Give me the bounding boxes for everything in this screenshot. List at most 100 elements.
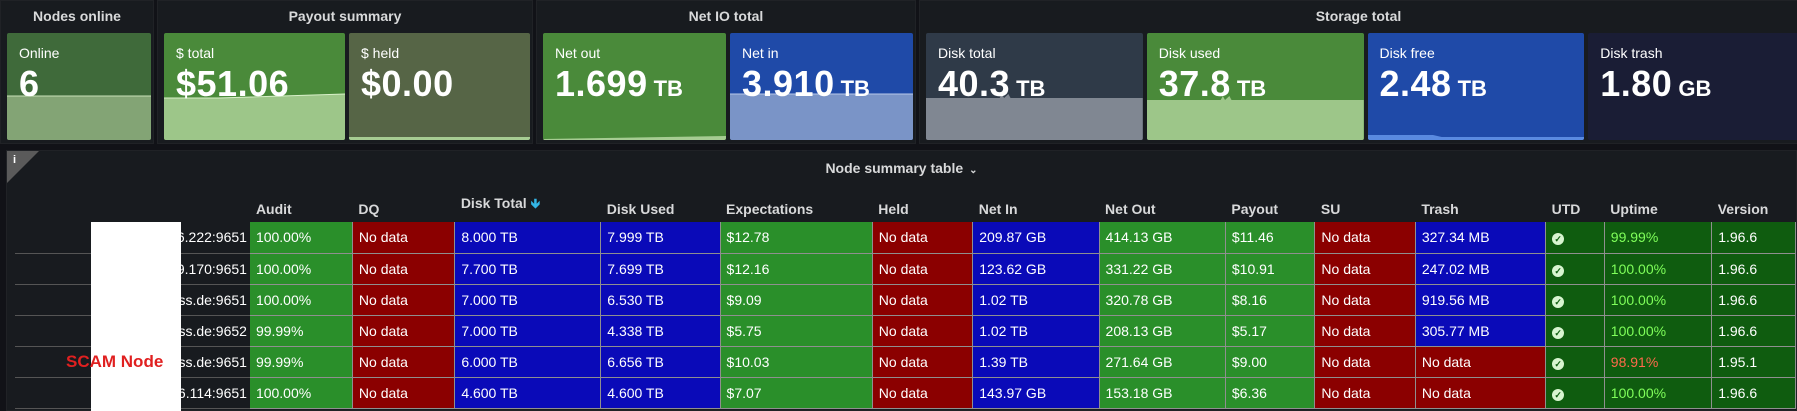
cell-expectations: $5.75 xyxy=(720,315,873,347)
cell-disk-total: 7.700 TB xyxy=(454,253,602,285)
cell-payout: $10.91 xyxy=(1225,253,1316,285)
column-header-disk-used[interactable]: Disk Used xyxy=(606,201,675,217)
tile-disk-used[interactable]: Disk used 37.8 TB xyxy=(1146,33,1364,140)
check-circle-icon: ✓ xyxy=(1552,326,1565,339)
column-header-dq[interactable]: DQ xyxy=(358,201,380,217)
tile-value: 3.910 TB xyxy=(742,63,870,104)
table-header-row: Audit DQ Disk Total 🡻 Disk Used Expectati… xyxy=(15,195,1796,222)
node-summary-table: Audit DQ Disk Total 🡻 Disk Used Expectati… xyxy=(15,195,1796,409)
tile-label: Online xyxy=(19,45,60,61)
cell-held: No data xyxy=(872,253,974,285)
cell-audit: 99.99% xyxy=(249,346,353,378)
tile-label: Disk free xyxy=(1379,45,1435,61)
cell-trash: 305.77 MB xyxy=(1415,315,1547,347)
sparkline xyxy=(730,93,913,140)
tile-value: $51.06 xyxy=(176,63,290,104)
cell-dq: No data xyxy=(352,222,456,254)
cell-disk-used: 6.656 TB xyxy=(600,346,721,378)
cell-uptime: 99.99% xyxy=(1604,222,1713,254)
cell-audit: 99.99% xyxy=(249,315,353,347)
tile-total-payout[interactable]: $ total $51.06 xyxy=(164,33,345,140)
cell-net-out: 331.22 GB xyxy=(1099,253,1226,285)
sparkline xyxy=(1146,96,1364,140)
arrow-down-icon: 🡻 xyxy=(530,196,541,211)
table-row[interactable]: ss.de:9651 99.99% No data 6.000 TB 6.656… xyxy=(15,346,1796,378)
cell-version: 1.95.1 xyxy=(1711,346,1796,378)
tile-disk-total[interactable]: Disk total 40.3 TB xyxy=(926,33,1143,140)
column-header-node[interactable] xyxy=(15,195,250,222)
column-header-net-out[interactable]: Net Out xyxy=(1105,201,1156,217)
column-header-audit[interactable]: Audit xyxy=(255,201,292,217)
cell-dq: No data xyxy=(352,377,456,409)
info-icon[interactable]: i xyxy=(13,154,17,166)
column-header-version[interactable]: Version xyxy=(1717,201,1769,217)
cell-net-out: 320.78 GB xyxy=(1099,284,1226,316)
tile-value: 6 xyxy=(19,63,40,104)
tile-online[interactable]: Online 6 xyxy=(7,33,151,140)
tile-net-in[interactable]: Net in 3.910 TB xyxy=(730,33,913,140)
check-circle-icon: ✓ xyxy=(1552,233,1565,246)
cell-trash: No data xyxy=(1415,377,1547,409)
cell-payout: $9.00 xyxy=(1225,346,1316,378)
redaction-box xyxy=(91,222,181,411)
column-header-net-in[interactable]: Net In xyxy=(978,201,1018,217)
cell-trash: No data xyxy=(1415,346,1547,378)
column-header-payout[interactable]: Payout xyxy=(1231,201,1279,217)
cell-net-out: 414.13 GB xyxy=(1099,222,1226,254)
panel-payout-summary: Payout summary $ total $51.06 $ held $0.… xyxy=(157,0,533,144)
cell-net-in: 123.62 GB xyxy=(972,253,1100,285)
cell-net-in: 1.02 TB xyxy=(972,284,1100,316)
cell-expectations: $7.07 xyxy=(720,377,873,409)
tile-label: Disk total xyxy=(938,45,996,61)
tile-value: 37.8 TB xyxy=(1158,63,1267,104)
cell-trash: 919.56 MB xyxy=(1415,284,1547,316)
cell-utd: ✓ xyxy=(1545,377,1605,409)
column-header-trash[interactable]: Trash xyxy=(1421,201,1459,217)
table-row[interactable]: ss.de:9652 99.99% No data 7.000 TB 4.338… xyxy=(15,315,1796,347)
table-row[interactable]: 9.170:9651 100.00% No data 7.700 TB 7.69… xyxy=(15,253,1796,285)
tile-label: Net in xyxy=(742,45,779,61)
check-circle-icon: ✓ xyxy=(1552,388,1565,401)
cell-disk-used: 7.999 TB xyxy=(600,222,721,254)
cell-uptime: 100.00% xyxy=(1604,377,1713,409)
cell-version: 1.96.6 xyxy=(1711,377,1796,409)
cell-dq: No data xyxy=(352,346,456,378)
panel-title[interactable]: Node summary table ⌄ xyxy=(825,160,978,176)
column-header-expectations[interactable]: Expectations xyxy=(726,201,814,217)
column-header-su[interactable]: SU xyxy=(1320,201,1341,217)
column-header-held[interactable]: Held xyxy=(878,201,909,217)
table-row[interactable]: 6.222:9651 100.00% No data 8.000 TB 7.99… xyxy=(15,222,1796,254)
panel-title[interactable]: Nodes online xyxy=(33,8,121,24)
cell-uptime: 100.00% xyxy=(1604,253,1713,285)
cell-disk-total: 8.000 TB xyxy=(454,222,602,254)
panel-storage-total: Storage total Disk total 40.3 TB Disk use… xyxy=(919,0,1797,144)
column-header-disk-total[interactable]: Disk Total 🡻 xyxy=(460,195,541,211)
cell-su: No data xyxy=(1314,253,1416,285)
cell-held: No data xyxy=(872,222,974,254)
cell-expectations: $12.78 xyxy=(720,222,873,254)
column-header-uptime[interactable]: Uptime xyxy=(1610,201,1658,217)
chevron-down-icon: ⌄ xyxy=(969,165,978,176)
column-header-utd[interactable]: UTD xyxy=(1551,201,1581,217)
cell-payout: $11.46 xyxy=(1225,222,1316,254)
cell-expectations: $12.16 xyxy=(720,253,873,285)
cell-su: No data xyxy=(1314,346,1416,378)
cell-utd: ✓ xyxy=(1545,346,1605,378)
tile-label: Disk trash xyxy=(1600,45,1663,61)
cell-net-out: 271.64 GB xyxy=(1099,346,1226,378)
cell-trash: 327.34 MB xyxy=(1415,222,1547,254)
table-row[interactable]: ss.de:9651 100.00% No data 7.000 TB 6.53… xyxy=(15,284,1796,316)
tile-value: 1.699 TB xyxy=(555,63,683,104)
panel-title[interactable]: Net IO total xyxy=(688,8,764,24)
tile-disk-trash[interactable]: Disk trash 1.80 GB xyxy=(1588,33,1797,140)
cell-disk-used: 7.699 TB xyxy=(600,253,721,285)
cell-su: No data xyxy=(1314,377,1416,409)
panel-title[interactable]: Payout summary xyxy=(288,8,402,24)
panel-info-corner[interactable] xyxy=(7,151,39,183)
table-row[interactable]: 6.114:9651 100.00% No data 4.600 TB 4.60… xyxy=(15,377,1796,409)
tile-disk-free[interactable]: Disk free 2.48 TB xyxy=(1367,33,1585,140)
tile-net-out[interactable]: Net out 1.699 TB xyxy=(543,33,726,140)
panel-title[interactable]: Storage total xyxy=(1315,8,1402,24)
tile-held-payout[interactable]: $ held $0.00 xyxy=(349,33,530,140)
cell-held: No data xyxy=(872,315,974,347)
